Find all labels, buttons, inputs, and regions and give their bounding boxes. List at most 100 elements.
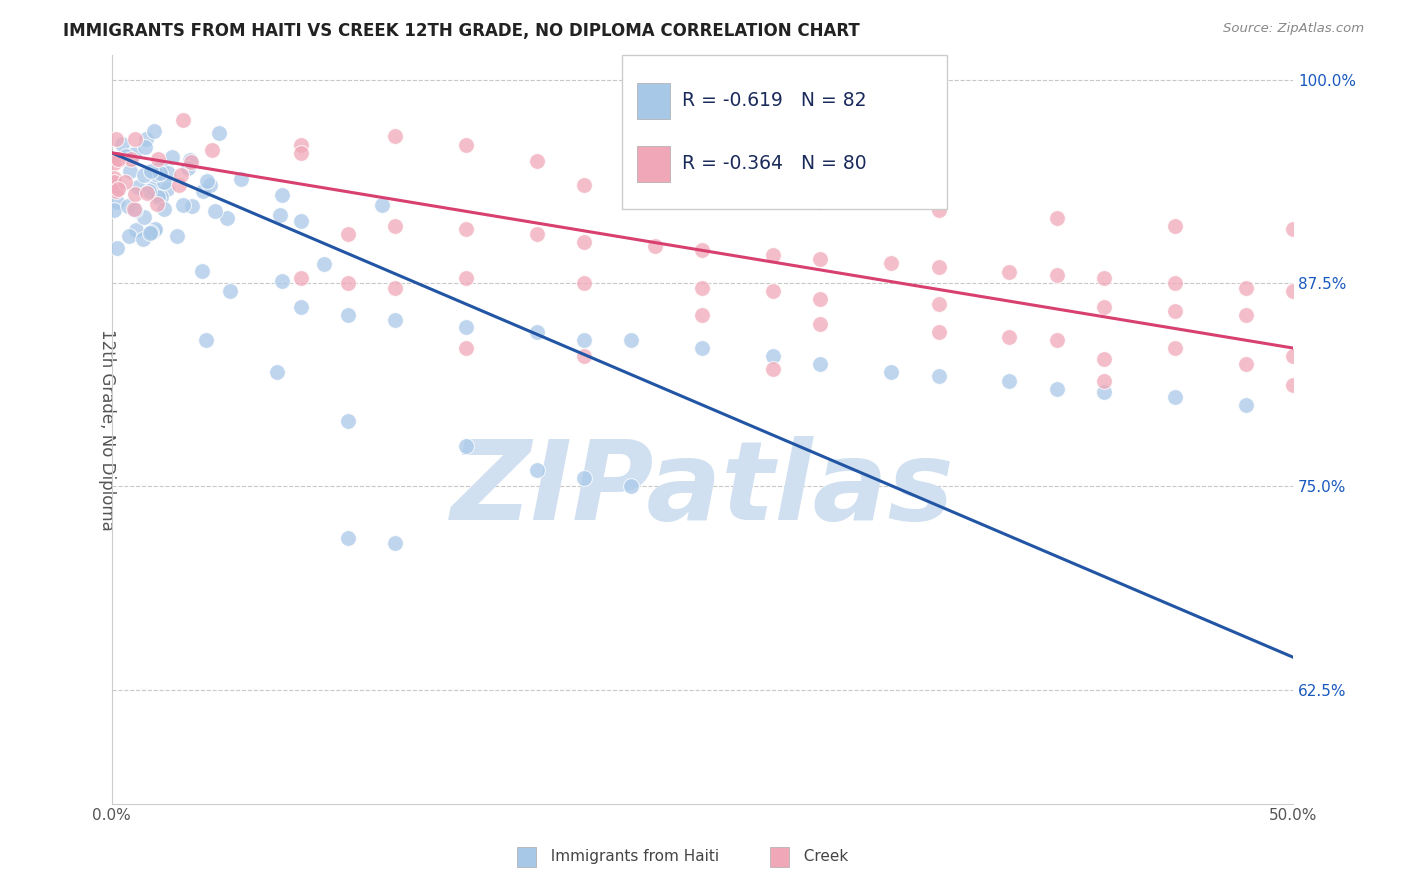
Point: [456, 439, 478, 453]
Point: [139, 225, 162, 239]
Point: [620, 333, 643, 347]
Point: [692, 281, 714, 295]
Point: [269, 208, 291, 222]
Point: [271, 187, 294, 202]
Point: [762, 248, 785, 262]
Point: [1046, 211, 1069, 225]
Point: [384, 536, 406, 550]
Text: R = -0.364   N = 80: R = -0.364 N = 80: [682, 154, 868, 173]
Point: [526, 325, 548, 339]
Point: [998, 374, 1021, 388]
Point: [139, 163, 162, 178]
Text: ZIPatlas: ZIPatlas: [450, 436, 955, 542]
Point: [167, 178, 190, 192]
Point: [135, 132, 157, 146]
Point: [762, 362, 785, 376]
Point: [810, 194, 832, 209]
Point: [105, 194, 128, 209]
Point: [136, 186, 159, 200]
Point: [336, 227, 359, 241]
Point: [153, 175, 176, 189]
Point: [928, 202, 950, 217]
Point: [762, 284, 785, 298]
Point: [118, 228, 141, 243]
Point: [574, 235, 596, 250]
Point: [928, 260, 950, 274]
Point: [928, 368, 950, 383]
Point: [195, 333, 218, 347]
Point: [111, 136, 134, 151]
Point: [1234, 357, 1257, 371]
Point: [157, 166, 180, 180]
Point: [1282, 378, 1305, 392]
Point: [336, 414, 359, 428]
Point: [153, 202, 176, 216]
Point: [146, 153, 169, 167]
Point: [692, 244, 714, 258]
Point: [172, 198, 194, 212]
Point: [1092, 301, 1115, 315]
Point: [1164, 303, 1187, 318]
Point: [181, 199, 204, 213]
Point: [1282, 222, 1305, 236]
Point: [336, 309, 359, 323]
Point: [574, 276, 596, 290]
Point: [122, 146, 145, 161]
Point: [1234, 281, 1257, 295]
Point: [574, 178, 596, 193]
Point: [620, 479, 643, 493]
Point: [229, 171, 252, 186]
Point: [134, 140, 156, 154]
Point: [384, 313, 406, 327]
Point: [384, 219, 406, 233]
Point: [190, 264, 212, 278]
Point: [1164, 341, 1187, 355]
Point: [644, 238, 666, 252]
Point: [132, 211, 155, 225]
Point: [1046, 268, 1069, 282]
Text: Creek: Creek: [794, 849, 849, 863]
Point: [103, 156, 125, 170]
Point: [1282, 349, 1305, 363]
Point: [1092, 384, 1115, 399]
Point: [526, 227, 548, 241]
Point: [138, 226, 160, 240]
Point: [456, 271, 478, 285]
Point: [114, 175, 136, 189]
Point: [197, 174, 219, 188]
Point: [290, 271, 312, 285]
Point: [692, 341, 714, 355]
Point: [998, 264, 1021, 278]
Point: [149, 189, 172, 203]
Text: Source: ZipAtlas.com: Source: ZipAtlas.com: [1223, 22, 1364, 36]
Point: [105, 184, 128, 198]
Point: [928, 325, 950, 339]
Point: [179, 153, 201, 167]
Text: IMMIGRANTS FROM HAITI VS CREEK 12TH GRADE, NO DIPLOMA CORRELATION CHART: IMMIGRANTS FROM HAITI VS CREEK 12TH GRAD…: [63, 22, 860, 40]
Point: [120, 164, 142, 178]
Text: Immigrants from Haiti: Immigrants from Haiti: [541, 849, 720, 863]
Point: [810, 292, 832, 306]
Point: [456, 222, 478, 236]
Point: [107, 182, 129, 196]
Point: [155, 182, 177, 196]
Point: [810, 252, 832, 266]
Text: R = -0.619   N = 82: R = -0.619 N = 82: [682, 91, 866, 110]
Point: [1282, 284, 1305, 298]
Point: [692, 309, 714, 323]
Point: [1234, 398, 1257, 412]
Point: [384, 129, 406, 144]
Point: [148, 166, 170, 180]
Point: [290, 301, 312, 315]
Point: [810, 357, 832, 371]
Point: [810, 317, 832, 331]
Point: [125, 223, 148, 237]
Point: [176, 161, 198, 175]
Point: [143, 124, 166, 138]
Point: [218, 284, 240, 298]
Point: [146, 190, 169, 204]
Point: [270, 274, 292, 288]
FancyBboxPatch shape: [637, 146, 671, 182]
Point: [204, 204, 226, 219]
Point: [574, 349, 596, 363]
